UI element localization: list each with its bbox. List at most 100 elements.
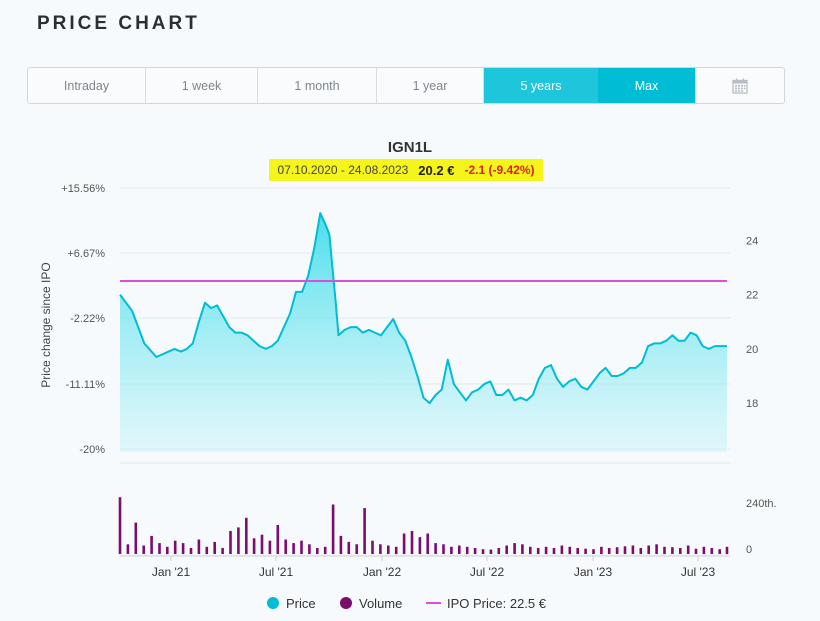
volume-bar	[434, 543, 437, 554]
volume-bar	[702, 546, 706, 555]
volume-bar	[158, 543, 161, 554]
legend-price-marker	[267, 597, 279, 609]
volume-bar	[379, 544, 382, 554]
volume-bar	[118, 497, 122, 554]
volume-bar	[725, 546, 729, 555]
volume-bar	[560, 545, 564, 554]
volume-bar	[639, 548, 643, 554]
date-range: 07.10.2020 - 24.08.2023	[277, 163, 409, 177]
volume-bar	[442, 544, 445, 554]
volume-bar	[197, 539, 201, 554]
price-line	[119, 212, 727, 405]
volume-bar	[710, 548, 714, 554]
volume-bar	[552, 548, 556, 554]
volume-bar	[481, 549, 485, 554]
left-tick-label: -20%	[79, 444, 105, 456]
right-tick-label: 22	[746, 290, 758, 302]
right-tick-label: 20	[746, 344, 758, 356]
volume-bar	[276, 525, 280, 554]
volume-bar	[323, 546, 327, 555]
volume-bar	[671, 547, 674, 554]
x-tick-label: Jan '21	[152, 565, 191, 579]
x-tick-label: Jul '21	[259, 565, 294, 579]
volume-bar	[268, 540, 272, 554]
volume-bar	[371, 540, 374, 554]
x-tick-label: Jan '23	[574, 565, 613, 579]
x-tick-label: Jan '22	[363, 565, 402, 579]
volume-bar	[339, 535, 343, 554]
volume-bar	[679, 548, 682, 554]
volume-tick-label: 0	[746, 544, 752, 556]
volume-bar	[473, 548, 477, 554]
volume-bar	[458, 545, 461, 554]
left-tick-label: +6.67%	[67, 248, 105, 260]
tab-5-years[interactable]: 5 years	[484, 68, 598, 103]
volume-tick-label: 240th.	[746, 498, 777, 510]
volume-bar	[568, 546, 572, 555]
volume-bar	[245, 517, 248, 555]
volume-bar	[521, 544, 524, 554]
left-tick-label: +15.56%	[61, 183, 105, 195]
volume-bar	[607, 548, 611, 554]
tab-1-month[interactable]: 1 month	[258, 68, 377, 103]
volume-bar	[576, 548, 579, 554]
volume-bar	[529, 546, 532, 555]
volume-bar	[213, 541, 216, 554]
volume-bar	[655, 544, 658, 554]
volume-bar	[387, 545, 390, 554]
chart-title: IGN1L	[387, 139, 433, 156]
x-tick-label: Jul '23	[681, 565, 716, 579]
volume-bar	[229, 531, 232, 554]
volume-bar	[331, 504, 335, 554]
volume-bar	[465, 546, 469, 555]
volume-bar	[686, 545, 690, 554]
volume-bar	[181, 543, 185, 554]
x-tick-label: Jul '22	[470, 565, 505, 579]
volume-bar	[402, 533, 406, 554]
volume-bar	[363, 508, 366, 554]
calendar-button[interactable]	[696, 68, 784, 103]
volume-bar	[592, 549, 595, 554]
volume-bar	[536, 548, 540, 554]
range-selector: Intraday 1 week 1 month 1 year 5 years M…	[27, 67, 785, 104]
tab-1-year[interactable]: 1 year	[377, 68, 484, 103]
legend-ipo-label: IPO Price: 22.5 €	[447, 596, 547, 611]
volume-bar	[513, 543, 516, 554]
price-change: -2.1 (-9.42%)	[464, 163, 535, 177]
volume-bar	[150, 535, 153, 554]
right-tick-label: 18	[746, 398, 758, 410]
left-tick-label: -11.11%	[66, 379, 106, 391]
volume-bar	[205, 546, 209, 555]
volume-bar	[316, 548, 319, 554]
volume-bar	[142, 545, 145, 554]
volume-bar	[308, 544, 311, 554]
volume-bar	[189, 548, 193, 554]
y-axis-label: Price change since IPO	[39, 262, 53, 387]
volume-bar	[355, 544, 358, 554]
volume-bar	[615, 547, 619, 554]
volume-bar	[426, 533, 429, 554]
last-price: 20.2 €	[418, 162, 455, 178]
volume-bar	[418, 537, 422, 554]
volume-bar	[623, 546, 627, 554]
tab-1-week[interactable]: 1 week	[146, 68, 258, 103]
tab-intraday[interactable]: Intraday	[28, 68, 146, 103]
volume-bar	[252, 538, 256, 554]
right-tick-label: 24	[746, 235, 758, 247]
volume-bar	[284, 539, 287, 554]
volume-bar	[718, 549, 721, 554]
volume-bar	[410, 531, 414, 554]
volume-bar	[497, 548, 501, 554]
volume-bar	[544, 546, 548, 555]
volume-bar	[292, 543, 295, 554]
volume-bar	[394, 546, 398, 555]
page-title: PRICE CHART	[37, 13, 200, 34]
tab-max[interactable]: Max	[598, 68, 696, 103]
volume-bar	[694, 548, 698, 554]
price-summary: 07.10.2020 - 24.08.2023 20.2 € -2.1 (-9.…	[269, 159, 543, 181]
volume-bar	[300, 540, 303, 554]
volume-bar	[260, 534, 264, 554]
volume-bar	[347, 541, 351, 554]
price-area	[120, 213, 727, 452]
volume-bar	[505, 545, 508, 554]
